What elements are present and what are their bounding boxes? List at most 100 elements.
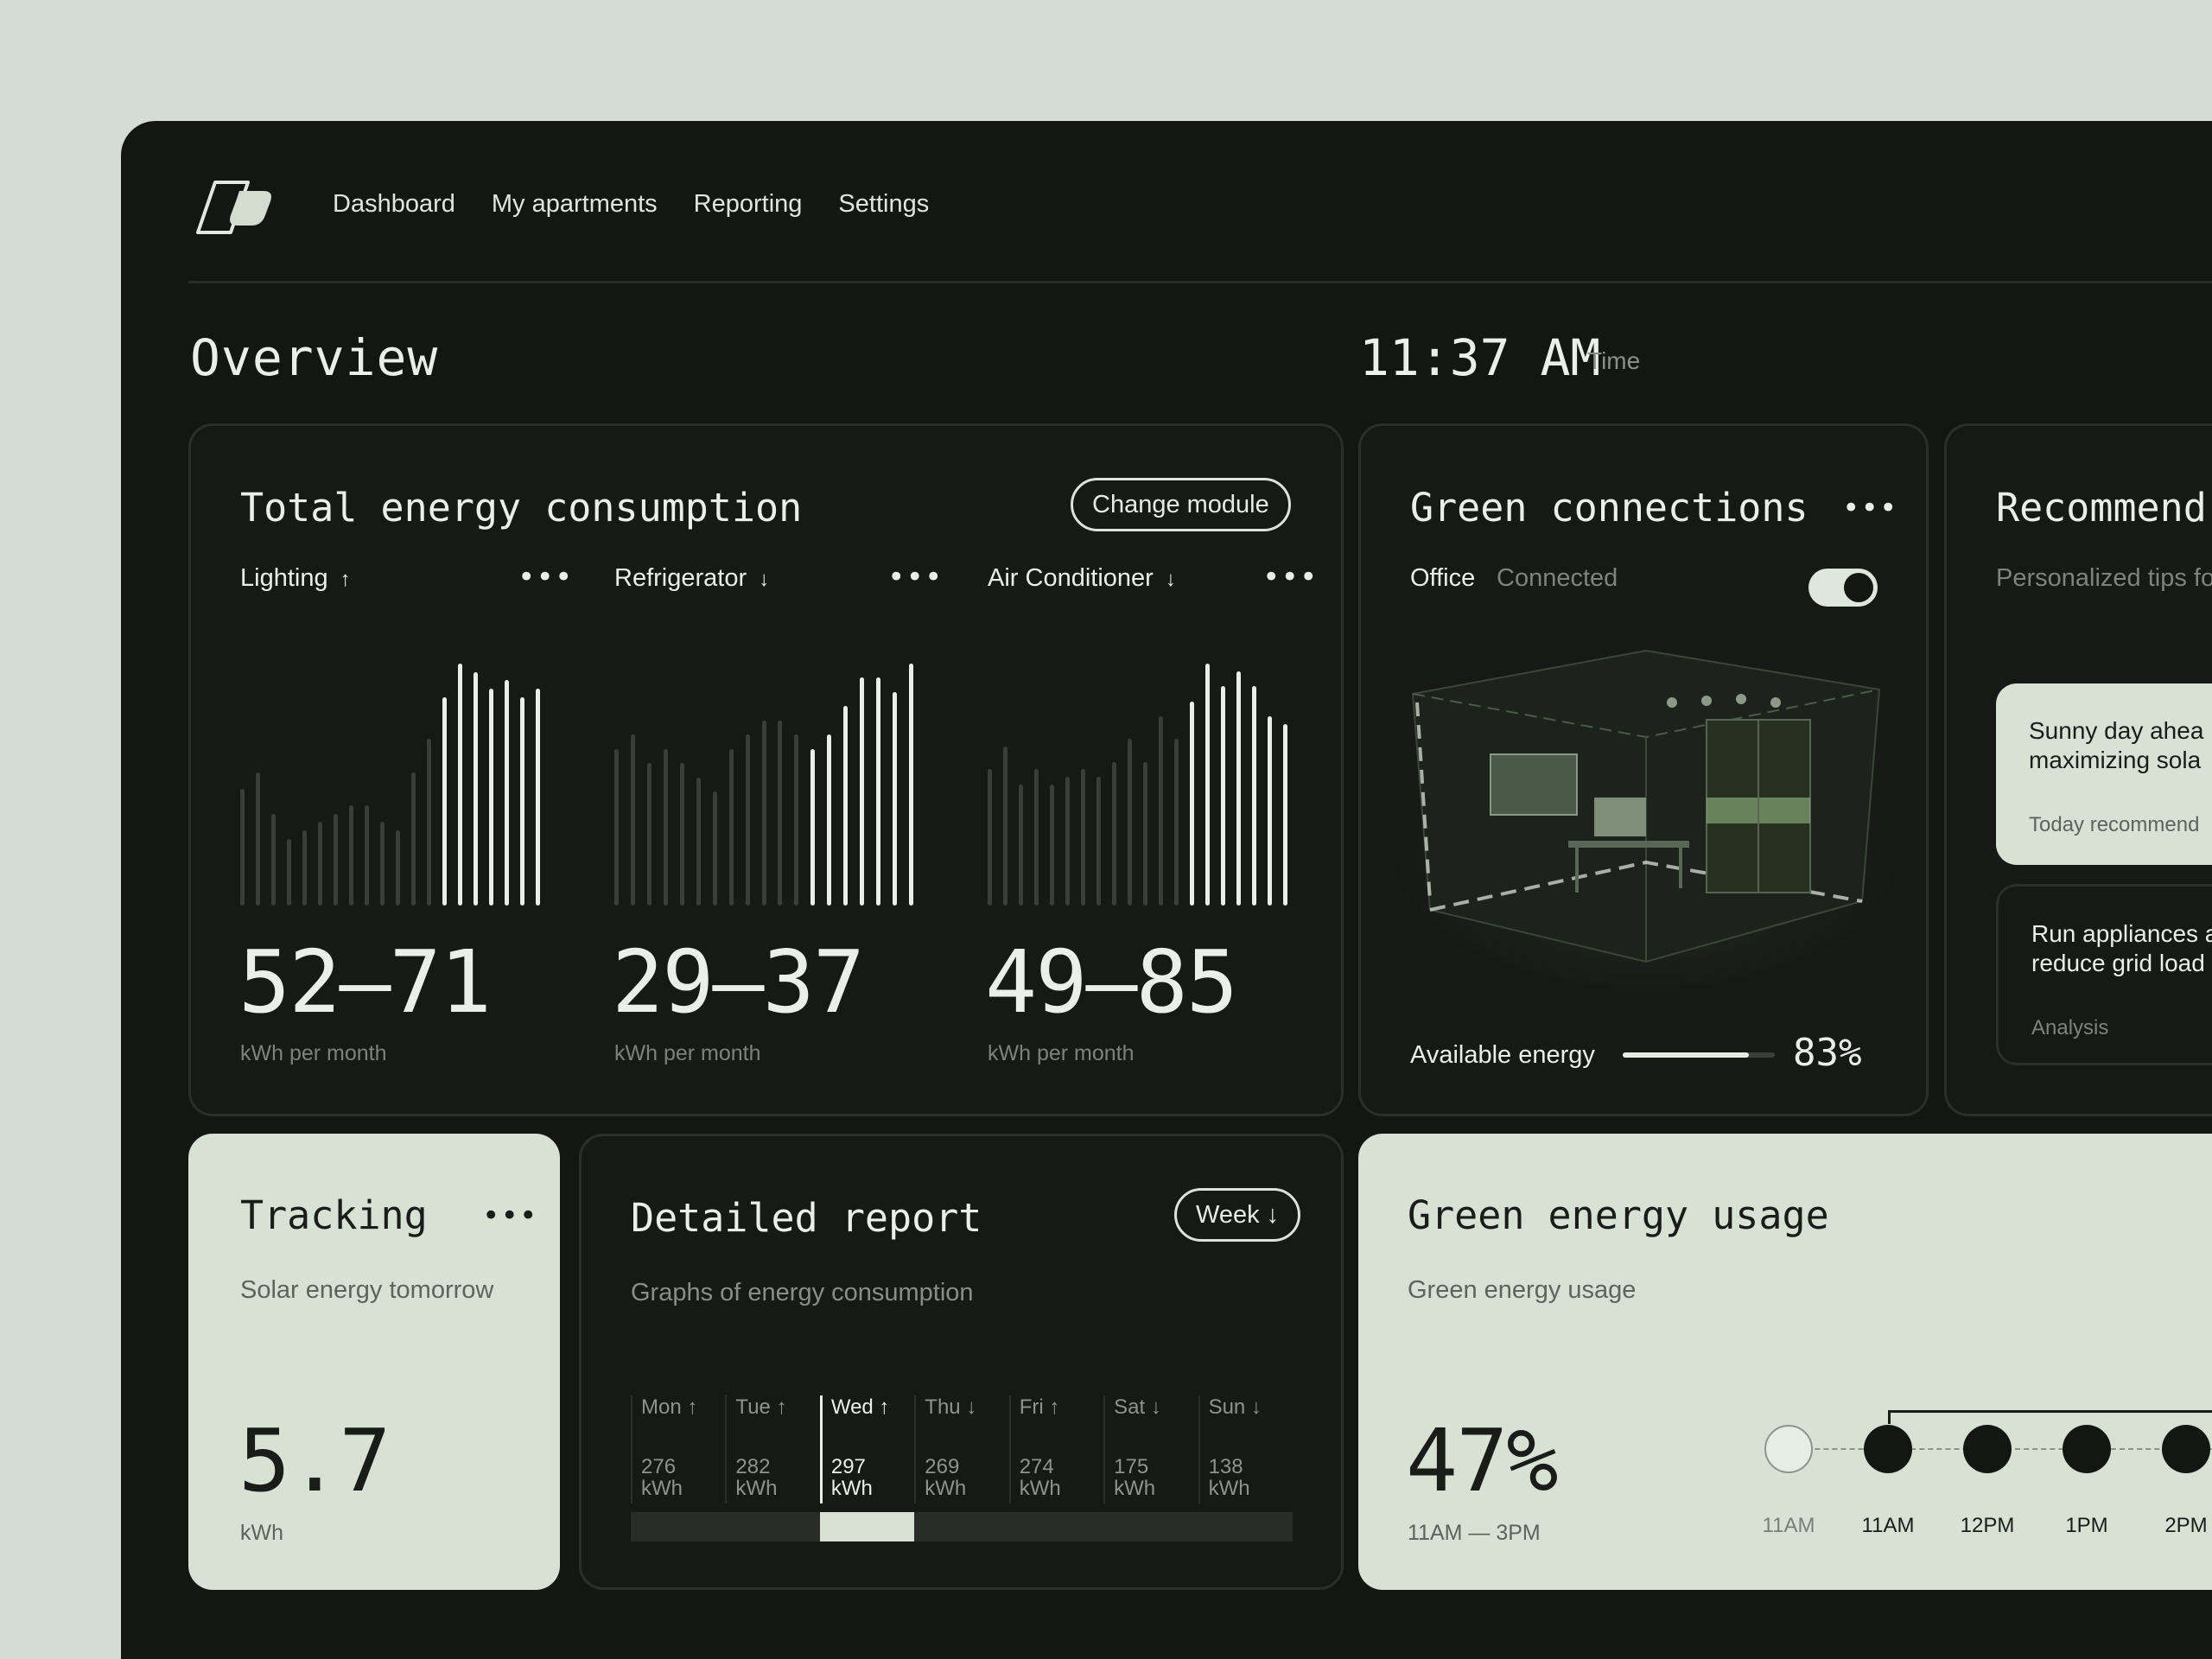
air-conditioner-bar-chart	[988, 655, 1299, 906]
day-kwh-unit: kWh	[641, 1477, 683, 1501]
day-kwh-value: 282	[735, 1455, 771, 1478]
day-label: Tue ↑	[735, 1395, 787, 1419]
timeline-node	[1864, 1425, 1912, 1473]
connection-toggle[interactable]	[1808, 569, 1878, 607]
chart-bar	[1143, 762, 1147, 906]
day-label: Sun ↓	[1208, 1395, 1262, 1419]
day-value: 138 kWh	[1208, 1455, 1293, 1500]
available-energy-label: Available energy	[1410, 1041, 1595, 1069]
chart-bar	[1050, 785, 1054, 906]
tip-text: Sunny day ahea maximizing sola	[2029, 716, 2203, 775]
day-kwh-value: 274	[1019, 1455, 1054, 1478]
period-select-button[interactable]: Week ↓	[1174, 1188, 1301, 1242]
air-conditioner-unit: kWh per month	[988, 1041, 1135, 1065]
chart-bar	[380, 822, 385, 906]
trend-up-icon: ↑	[340, 568, 351, 591]
module-refrigerator-label[interactable]: Refrigerator ↓	[614, 564, 769, 593]
page-title: Overview	[190, 328, 439, 387]
day-kwh-unit: kWh	[925, 1477, 967, 1501]
day-bar	[1008, 1512, 1104, 1541]
tracking-unit: kWh	[240, 1521, 283, 1545]
refrigerator-unit: kWh per month	[614, 1041, 761, 1065]
day-bar	[914, 1512, 1009, 1541]
connection-status: Connected	[1497, 564, 1618, 592]
chart-bar	[646, 763, 652, 906]
nav-my-apartments[interactable]: My apartments	[491, 190, 658, 218]
chart-bar	[287, 839, 291, 906]
timeline-bracket	[1888, 1410, 2212, 1424]
card-title: Total energy consumption	[240, 485, 803, 531]
tip-meta: Analysis	[2031, 1016, 2109, 1039]
day-column-thu[interactable]: Thu ↓ 269 kWh	[914, 1395, 1008, 1503]
available-energy-value: 83%	[1793, 1031, 1862, 1075]
chart-bar	[728, 749, 734, 906]
lighting-range-value: 52–71	[238, 931, 492, 1033]
lighting-more-icon[interactable]: •••	[518, 560, 574, 594]
chart-bar	[240, 789, 245, 906]
more-options-icon[interactable]: •••	[482, 1198, 538, 1233]
chart-bar	[411, 772, 416, 906]
trend-down-icon: ↓	[1165, 568, 1176, 591]
card-title: Recommend	[1996, 485, 2207, 531]
brand-logo-icon	[196, 181, 271, 234]
day-kwh-unit: kWh	[830, 1477, 873, 1501]
office-3d-illustration	[1395, 649, 1897, 988]
refrigerator-range-value: 29–37	[612, 931, 865, 1033]
chart-bar	[1283, 724, 1287, 906]
chart-bar	[489, 689, 493, 906]
recommendation-tip[interactable]: Sunny day ahea maximizing sola Today rec…	[1996, 683, 2212, 865]
chart-bar	[988, 769, 992, 906]
day-column-sun[interactable]: Sun ↓ 138 kWh	[1198, 1395, 1293, 1503]
recommendation-tip[interactable]: Run appliances a reduce grid load Analys…	[1996, 884, 2212, 1065]
chart-bar	[1252, 686, 1256, 906]
chart-bar	[810, 749, 816, 906]
day-column-sat[interactable]: Sat ↓ 175 kWh	[1103, 1395, 1198, 1503]
module-name: Refrigerator	[614, 564, 747, 592]
chart-bar	[458, 664, 462, 906]
day-bar	[725, 1512, 820, 1541]
chart-bar	[442, 697, 447, 906]
day-column-fri[interactable]: Fri ↑ 274 kWh	[1008, 1395, 1103, 1503]
recommendations-card: Recommend Personalized tips fo Sunny day…	[1944, 423, 2212, 1116]
chart-bar	[271, 814, 276, 906]
energy-consumption-card: Total energy consumption Change module L…	[188, 423, 1344, 1116]
lighting-unit: kWh per month	[240, 1041, 387, 1065]
refrigerator-more-icon[interactable]: •••	[887, 560, 944, 594]
chart-bar	[1174, 739, 1179, 906]
air-conditioner-more-icon[interactable]: •••	[1262, 560, 1319, 594]
location-label: Office	[1410, 564, 1476, 592]
day-column-mon[interactable]: Mon ↑ 276 kWh	[631, 1395, 725, 1503]
day-label: Wed ↑	[830, 1395, 890, 1419]
chart-bar	[1236, 671, 1241, 906]
air-conditioner-range-value: 49–85	[985, 931, 1238, 1033]
timeline-node	[2063, 1425, 2111, 1473]
day-column-wed[interactable]: Wed ↑ 297 kWh	[819, 1395, 914, 1503]
green-usage-value: 47%	[1406, 1410, 1559, 1511]
day-column-tue[interactable]: Tue ↑ 282 kWh	[725, 1395, 819, 1503]
chart-bar	[1190, 702, 1194, 906]
card-subtitle: Personalized tips fo	[1996, 564, 2212, 592]
chart-bar	[1112, 762, 1116, 906]
tip-line: Run appliances a	[2031, 920, 2212, 947]
day-value: 297 kWh	[830, 1456, 914, 1501]
day-kwh-value: 138	[1208, 1455, 1243, 1478]
chart-bar	[365, 805, 369, 906]
chart-bar	[860, 677, 865, 906]
toggle-knob	[1844, 573, 1873, 602]
module-lighting-label[interactable]: Lighting ↑	[240, 564, 351, 593]
change-module-button[interactable]: Change module	[1071, 478, 1291, 531]
more-options-icon[interactable]: •••	[1842, 491, 1898, 525]
card-subtitle: Graphs of energy consumption	[631, 1279, 974, 1306]
chart-bar	[794, 734, 799, 906]
day-kwh-unit: kWh	[1114, 1477, 1156, 1501]
detailed-report-card: Detailed report Week ↓ Graphs of energy …	[579, 1134, 1344, 1590]
available-energy-bar	[1623, 1052, 1775, 1058]
nav-settings[interactable]: Settings	[838, 190, 930, 218]
day-value: 269 kWh	[925, 1456, 1008, 1501]
nav-reporting[interactable]: Reporting	[693, 190, 803, 218]
chart-bar	[909, 664, 914, 906]
module-air-conditioner-label[interactable]: Air Conditioner ↓	[988, 564, 1176, 593]
day-value: 282 kWh	[735, 1455, 819, 1500]
nav-dashboard[interactable]: Dashboard	[333, 190, 455, 218]
chart-bar	[1003, 747, 1007, 906]
